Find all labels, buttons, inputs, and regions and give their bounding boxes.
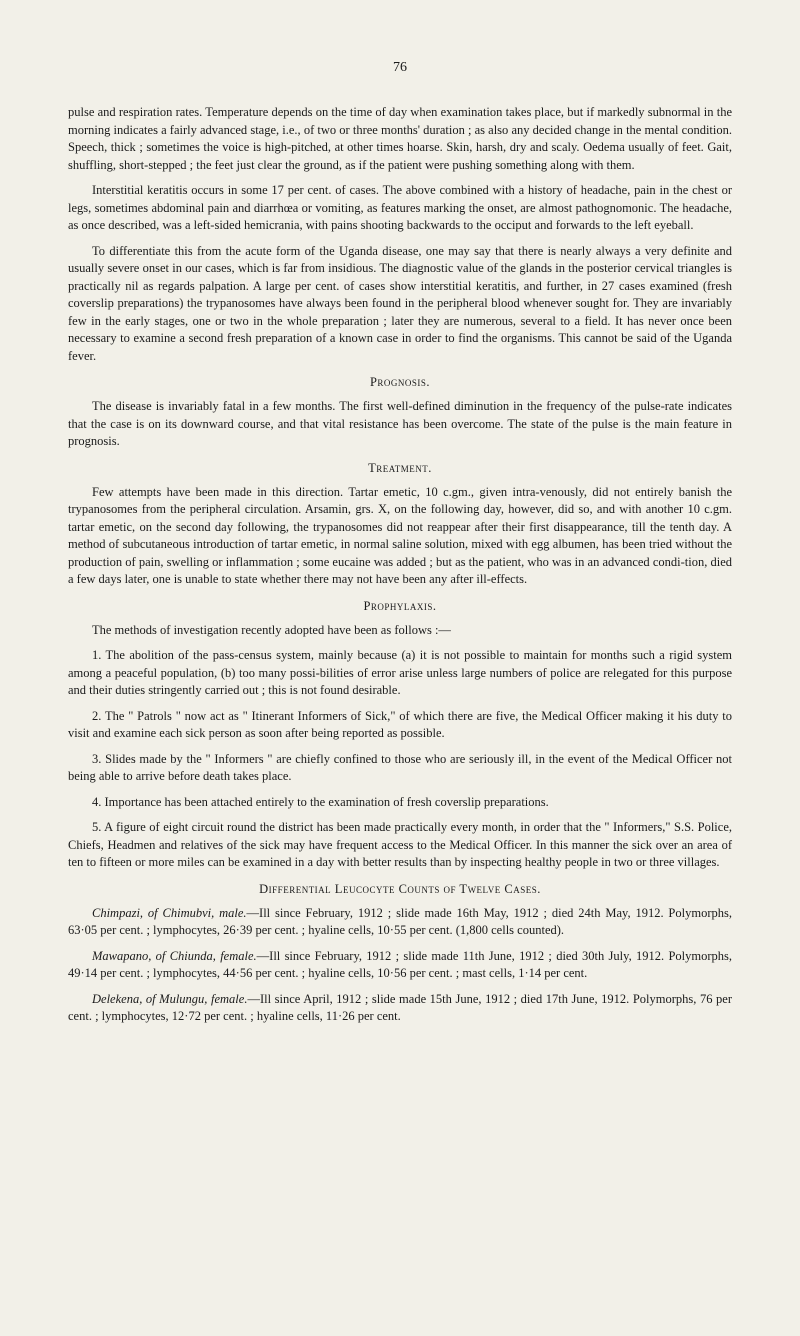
- paragraph-4: The disease is invariably fatal in a few…: [68, 398, 732, 451]
- paragraph-5: Few attempts have been made in this dire…: [68, 484, 732, 589]
- case-1: Chimpazi, of Chimubvi, male.—Ill since F…: [68, 905, 732, 940]
- case-2-title: Mawapano, of Chiunda, female.: [92, 949, 257, 963]
- paragraph-7: 1. The abolition of the pass-census syst…: [68, 647, 732, 700]
- page-number: 76: [68, 60, 732, 76]
- paragraph-3: To differentiate this from the acute for…: [68, 243, 732, 366]
- case-1-title: Chimpazi, of Chimubvi, male.: [92, 906, 247, 920]
- paragraph-9: 3. Slides made by the " Informers " are …: [68, 751, 732, 786]
- case-3: Delekena, of Mulungu, female.—Ill since …: [68, 991, 732, 1026]
- heading-differential: Differential Leucocyte Counts of Twelve …: [68, 882, 732, 897]
- case-2: Mawapano, of Chiunda, female.—Ill since …: [68, 948, 732, 983]
- heading-prophylaxis: Prophylaxis.: [68, 599, 732, 614]
- paragraph-10: 4. Importance has been attached entirely…: [68, 794, 732, 812]
- paragraph-6: The methods of investigation recently ad…: [68, 622, 732, 640]
- heading-treatment: Treatment.: [68, 461, 732, 476]
- paragraph-1: pulse and respiration rates. Temperature…: [68, 104, 732, 174]
- paragraph-11: 5. A figure of eight circuit round the d…: [68, 819, 732, 872]
- paragraph-8: 2. The " Patrols " now act as " Itineran…: [68, 708, 732, 743]
- case-3-title: Delekena, of Mulungu, female.: [92, 992, 247, 1006]
- paragraph-2: Interstitial keratitis occurs in some 17…: [68, 182, 732, 235]
- document-page: 76 pulse and respiration rates. Temperat…: [0, 0, 800, 1074]
- heading-prognosis: Prognosis.: [68, 375, 732, 390]
